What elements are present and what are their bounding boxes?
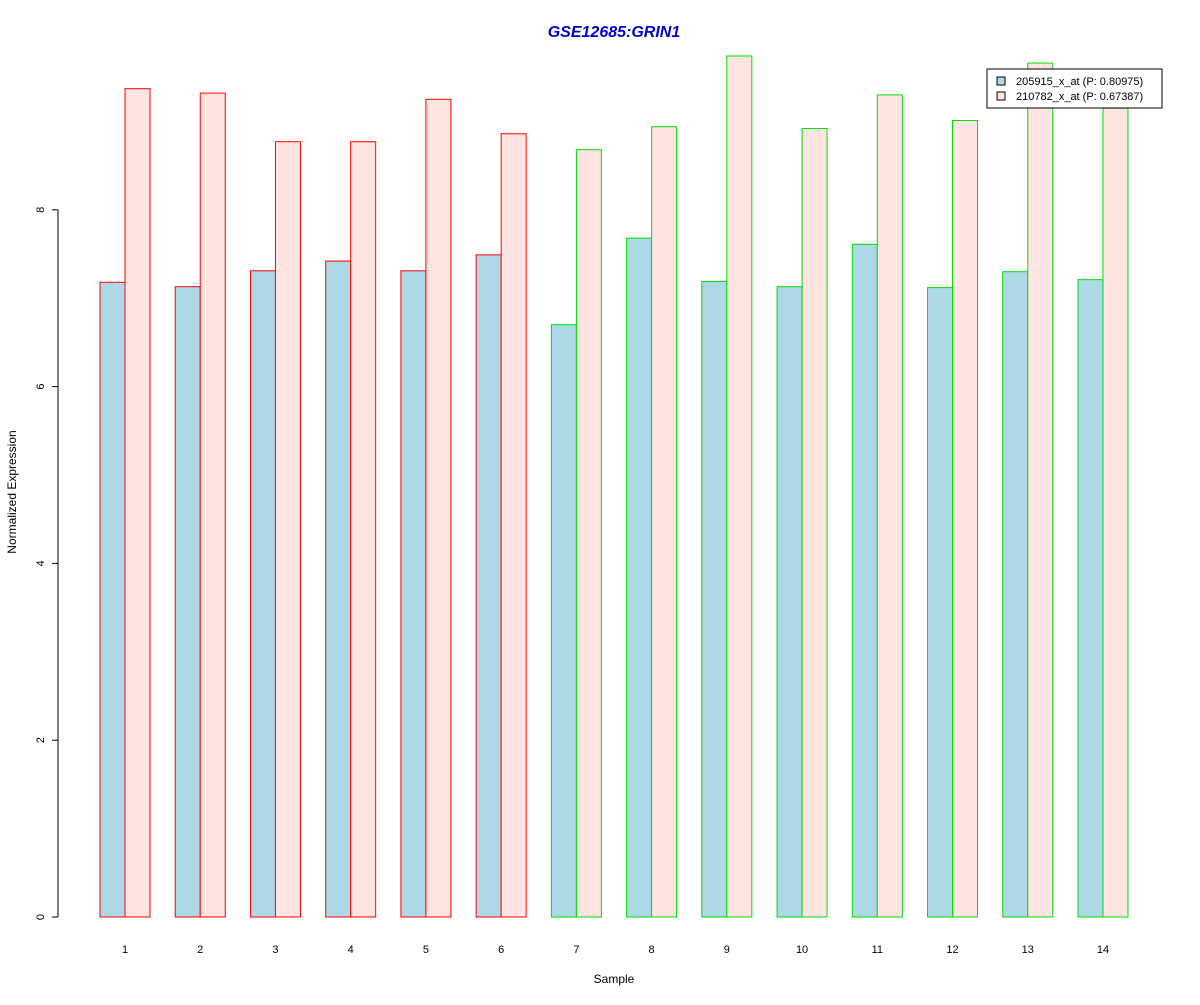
legend-label-series-2: 210782_x_at (P: 0.67387) — [1016, 91, 1143, 103]
bar-sample-7-series-2 — [575, 149, 602, 918]
legend: 205915_x_at (P: 0.80975) 210782_x_at (P:… — [986, 68, 1163, 109]
legend-swatch-series-1 — [996, 76, 1006, 86]
bar-sample-11-series-1 — [851, 243, 878, 918]
bar-sample-11-series-2 — [876, 94, 903, 918]
y-tick-label: 8 — [35, 207, 47, 213]
bar-sample-8-series-1 — [626, 237, 653, 918]
bar-sample-13-series-1 — [1002, 271, 1029, 918]
x-tick-label-6: 6 — [498, 944, 504, 956]
x-tick-labels: 1 2 3 4 5 6 7 8 9 10 11 12 13 14 — [122, 944, 1109, 956]
bars — [99, 55, 1129, 918]
bar-sample-8-series-2 — [651, 126, 678, 918]
bar-sample-6-series-2 — [500, 133, 527, 918]
legend-box — [986, 68, 1163, 109]
x-tick-label-14: 14 — [1097, 944, 1109, 956]
legend-swatch-series-2 — [996, 91, 1006, 101]
bar-sample-6-series-1 — [475, 254, 502, 918]
x-tick-label-11: 11 — [872, 944, 883, 956]
bar-sample-10-series-2 — [801, 127, 828, 918]
bar-sample-9-series-1 — [701, 280, 728, 918]
y-axis: 0 2 4 6 8 — [35, 207, 59, 920]
bar-sample-2-series-2 — [199, 92, 226, 918]
bar-sample-12-series-1 — [927, 287, 954, 918]
bar-sample-3-series-2 — [274, 141, 301, 918]
bar-sample-1-series-2 — [124, 88, 151, 918]
y-tick-label: 0 — [35, 914, 47, 920]
x-tick-label-2: 2 — [197, 944, 203, 956]
x-tick-label-4: 4 — [348, 944, 354, 956]
x-tick-label-1: 1 — [122, 944, 128, 956]
y-axis-label: Normalized Expression — [5, 430, 19, 553]
x-tick-label-5: 5 — [423, 944, 429, 956]
bar-sample-9-series-2 — [726, 55, 753, 918]
bar-sample-4-series-1 — [325, 260, 352, 918]
bar-sample-5-series-1 — [400, 270, 427, 918]
y-tick-label: 4 — [35, 560, 47, 566]
bar-sample-12-series-2 — [952, 120, 979, 918]
x-tick-label-8: 8 — [649, 944, 655, 956]
bar-sample-13-series-2 — [1027, 62, 1054, 918]
x-tick-label-13: 13 — [1022, 944, 1034, 956]
x-axis-label: Sample — [594, 972, 635, 986]
bar-sample-1-series-1 — [99, 281, 126, 918]
x-tick-label-9: 9 — [724, 944, 730, 956]
legend-label-series-1: 205915_x_at (P: 0.80975) — [1016, 76, 1143, 88]
bar-sample-5-series-2 — [425, 98, 452, 918]
x-tick-label-7: 7 — [573, 944, 579, 956]
bar-sample-14-series-1 — [1077, 279, 1104, 918]
x-tick-label-3: 3 — [272, 944, 278, 956]
y-tick-label: 2 — [35, 737, 47, 743]
y-tick-label: 6 — [35, 384, 47, 390]
x-tick-label-10: 10 — [796, 944, 808, 956]
bar-sample-7-series-1 — [550, 324, 577, 918]
x-tick-label-12: 12 — [946, 944, 958, 956]
bar-sample-10-series-1 — [776, 286, 803, 918]
chart-title: GSE12685:GRIN1 — [548, 24, 681, 41]
bar-sample-4-series-2 — [350, 141, 377, 918]
bar-sample-3-series-1 — [249, 270, 276, 918]
bar-sample-14-series-2 — [1102, 107, 1129, 918]
bar-sample-2-series-1 — [174, 286, 201, 918]
